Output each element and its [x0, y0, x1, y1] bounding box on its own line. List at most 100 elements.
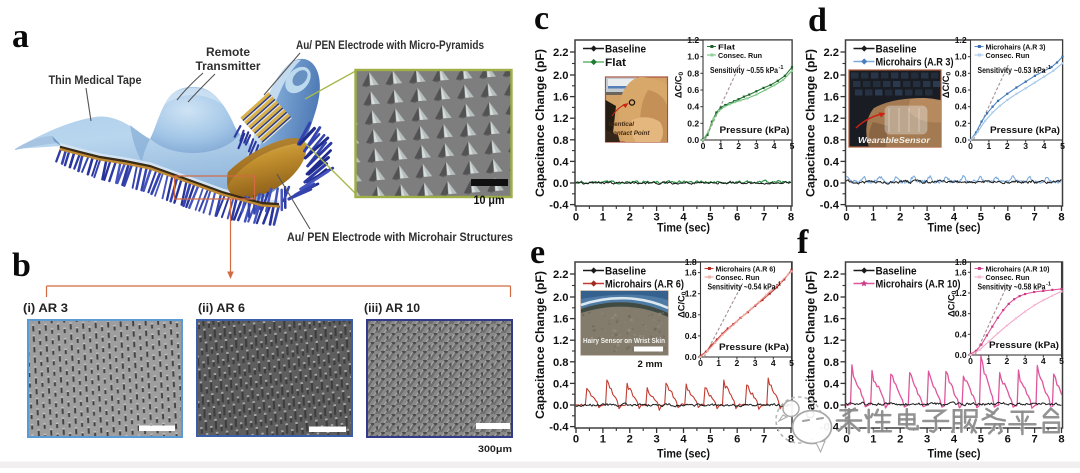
svg-text:2.2: 2.2: [823, 269, 839, 281]
svg-text:5: 5: [707, 211, 713, 223]
svg-text:0.6: 0.6: [955, 85, 967, 95]
svg-text:1: 1: [716, 358, 721, 368]
svg-text:Baseline: Baseline: [605, 44, 646, 56]
svg-text:0.0: 0.0: [955, 350, 967, 360]
svg-text:1.0: 1.0: [955, 52, 967, 62]
svg-text:Identical: Identical: [609, 121, 635, 128]
svg-text:1.0: 1.0: [687, 52, 699, 62]
svg-text:0: 0: [573, 433, 579, 445]
svg-text:0.4: 0.4: [685, 331, 697, 341]
svg-text:0.4: 0.4: [823, 156, 839, 168]
svg-text:1.6: 1.6: [553, 92, 569, 104]
svg-text:Capacitance Change (pF): Capacitance Change (pF): [806, 271, 818, 419]
svg-text:0.0: 0.0: [823, 400, 839, 412]
svg-text:2.0: 2.0: [823, 70, 839, 82]
svg-text:3: 3: [653, 433, 659, 445]
svg-text:8: 8: [788, 211, 794, 223]
svg-text:4: 4: [771, 358, 776, 368]
svg-text:1: 1: [870, 211, 876, 223]
svg-text:0: 0: [968, 141, 973, 151]
svg-text:1: 1: [987, 141, 992, 151]
svg-text:Pressure (kPa): Pressure (kPa): [990, 125, 1060, 136]
svg-text:Time (sec): Time (sec): [928, 223, 981, 235]
svg-text:Pressure (kPa): Pressure (kPa): [720, 125, 790, 136]
svg-text:a: a: [12, 18, 29, 55]
svg-text:300μm: 300μm: [478, 444, 512, 455]
svg-text:2.2: 2.2: [553, 47, 569, 59]
svg-text:-0.4: -0.4: [549, 200, 569, 212]
svg-text:(ii) AR 6: (ii) AR 6: [198, 303, 245, 315]
svg-text:0.4: 0.4: [823, 378, 839, 390]
svg-text:6: 6: [1005, 211, 1011, 223]
svg-text:0: 0: [573, 211, 579, 223]
svg-text:1.2: 1.2: [687, 35, 699, 45]
svg-text:4: 4: [1041, 356, 1046, 366]
svg-text:4: 4: [951, 211, 958, 223]
svg-text:6: 6: [734, 211, 740, 223]
svg-text:2: 2: [627, 211, 633, 223]
svg-text:0.8: 0.8: [685, 310, 697, 320]
svg-text:ΔC/C0: ΔC/C0: [941, 71, 953, 98]
svg-text:0.4: 0.4: [553, 156, 569, 168]
svg-text:-1: -1: [779, 65, 784, 71]
svg-text:ΔC/C0: ΔC/C0: [947, 290, 959, 317]
svg-text:1.6: 1.6: [955, 267, 967, 277]
svg-text:6: 6: [1005, 433, 1011, 445]
svg-text:0: 0: [968, 356, 973, 366]
svg-text:Capacitance Change (pF): Capacitance Change (pF): [806, 49, 818, 197]
svg-text:Au/ PEN Electrode with Micro-P: Au/ PEN Electrode with Micro-Pyramids: [296, 40, 484, 52]
svg-text:0.8: 0.8: [823, 357, 839, 369]
svg-text:Pressure (kPa): Pressure (kPa): [719, 342, 789, 353]
svg-text:0.4: 0.4: [553, 378, 569, 390]
svg-text:Microhairs (A.R 3): Microhairs (A.R 3): [876, 57, 954, 69]
svg-text:ΔC/C0: ΔC/C0: [677, 291, 689, 318]
svg-text:1: 1: [600, 433, 606, 445]
svg-text:2: 2: [897, 433, 903, 445]
svg-text:5: 5: [790, 141, 795, 151]
svg-text:-0.4: -0.4: [820, 200, 840, 212]
svg-text:4: 4: [951, 433, 958, 445]
svg-text:Sensitivity ~0.53 kPa: Sensitivity ~0.53 kPa: [978, 66, 1047, 75]
svg-text:3: 3: [753, 358, 758, 368]
svg-text:0.0: 0.0: [823, 178, 839, 190]
svg-text:-1: -1: [776, 282, 781, 288]
svg-text:2: 2: [735, 358, 740, 368]
svg-text:0: 0: [701, 141, 706, 151]
svg-text:4: 4: [1042, 141, 1047, 151]
svg-text:0.0: 0.0: [955, 135, 967, 145]
svg-text:b: b: [12, 247, 31, 284]
svg-text:1.6: 1.6: [823, 314, 839, 326]
svg-text:5: 5: [1059, 356, 1064, 366]
svg-text:3: 3: [1023, 141, 1028, 151]
svg-text:-1: -1: [1046, 65, 1051, 71]
svg-text:8: 8: [788, 433, 794, 445]
svg-text:5: 5: [978, 211, 984, 223]
svg-text:1: 1: [870, 433, 876, 445]
svg-text:4: 4: [680, 433, 687, 445]
svg-text:0.2: 0.2: [955, 118, 967, 128]
svg-text:0.0: 0.0: [685, 352, 697, 362]
svg-text:e: e: [530, 234, 545, 271]
svg-text:8: 8: [1058, 211, 1064, 223]
svg-text:(iii) AR 10: (iii) AR 10: [364, 303, 420, 315]
svg-text:5: 5: [707, 433, 713, 445]
svg-text:Contact Point: Contact Point: [609, 130, 651, 137]
svg-text:2.2: 2.2: [553, 269, 569, 281]
svg-text:0.6: 0.6: [687, 85, 699, 95]
svg-text:Flat: Flat: [605, 57, 626, 69]
svg-text:3: 3: [653, 211, 659, 223]
svg-text:f: f: [797, 224, 809, 261]
svg-text:3: 3: [924, 433, 930, 445]
svg-text:1: 1: [986, 356, 991, 366]
svg-text:1.2: 1.2: [823, 113, 839, 125]
svg-text:3: 3: [1023, 356, 1028, 366]
svg-text:Sensitivity ~0.55 kPa: Sensitivity ~0.55 kPa: [710, 66, 779, 75]
svg-text:(i) AR 3: (i) AR 3: [23, 303, 68, 315]
svg-text:0.8: 0.8: [823, 135, 839, 147]
svg-text:Baseline: Baseline: [876, 266, 917, 278]
svg-text:2.0: 2.0: [553, 70, 569, 82]
svg-text:4: 4: [772, 141, 777, 151]
svg-text:0.4: 0.4: [955, 102, 967, 112]
svg-text:Consec. Run: Consec. Run: [718, 51, 762, 60]
svg-text:Thin Medical Tape: Thin Medical Tape: [49, 73, 142, 87]
